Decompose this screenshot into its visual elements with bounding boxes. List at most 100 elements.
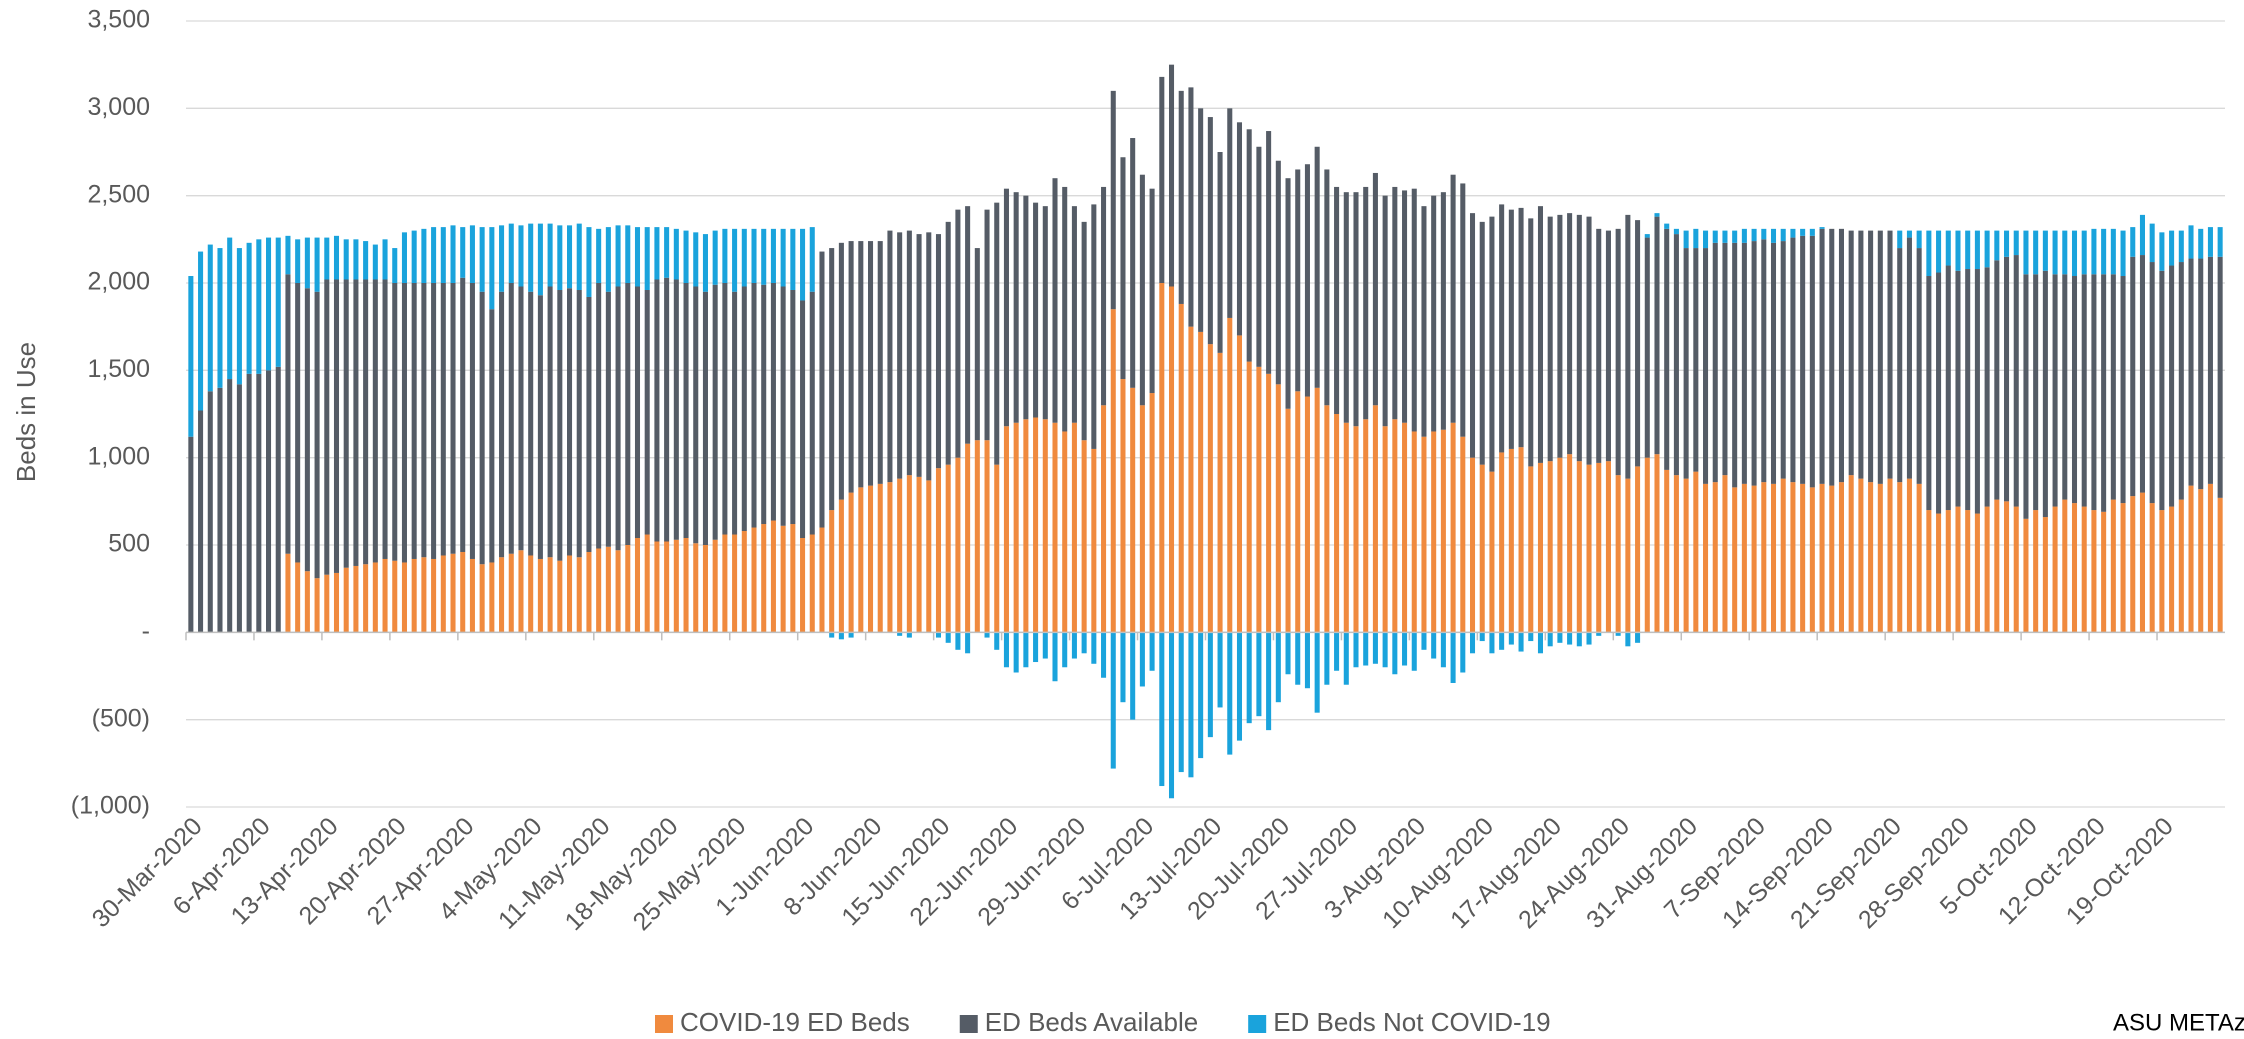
bar-segment (2178, 262, 2184, 500)
bar-segment (1334, 414, 1340, 633)
bar-segment (518, 550, 524, 633)
bar-segment (576, 289, 582, 558)
bar-segment (372, 279, 378, 563)
bar-segment (926, 480, 932, 633)
bar-segment (2149, 223, 2155, 263)
bar-segment (2013, 506, 2019, 633)
bar-segment (887, 230, 893, 483)
y-tick-label: 2,000 (87, 268, 150, 296)
bar-segment (450, 553, 456, 633)
bar-segment (858, 241, 864, 488)
bar-segment (1091, 448, 1097, 633)
bar-segment (1460, 436, 1466, 633)
bar-segment (732, 291, 738, 535)
bar-segment (2033, 274, 2039, 511)
bar-segment (800, 300, 806, 539)
bar-segment (625, 225, 631, 283)
bar-segment (654, 541, 660, 633)
bar-segment (1926, 276, 1932, 511)
bar-segment (1469, 632, 1476, 654)
bar-segment (1372, 172, 1378, 406)
bar-segment (528, 291, 534, 556)
bar-segment (343, 567, 349, 633)
bar-segment (829, 248, 835, 511)
bar-segment (1596, 632, 1602, 636)
bar-segment (1994, 260, 2000, 500)
bar-segment (712, 230, 718, 285)
bar-segment (955, 632, 961, 650)
bar-segment (246, 242, 252, 374)
bar-segment (372, 562, 378, 633)
bar-segment (2217, 497, 2223, 633)
bar-segment (2159, 270, 2165, 511)
bar-segment (1508, 448, 1514, 633)
bar-segment (994, 464, 1000, 633)
bar-segment (2110, 228, 2116, 275)
bar-segment (1285, 408, 1291, 633)
bar-segment (625, 283, 631, 545)
bar-segment (1537, 206, 1544, 463)
bar-segment (1693, 248, 1699, 472)
bar-segment (1712, 230, 1718, 243)
bar-segment (1906, 230, 1912, 238)
bar-segment (1693, 471, 1699, 633)
bar-segment (2081, 230, 2087, 275)
bar-segment (2139, 492, 2145, 633)
bar-segment (1207, 632, 1213, 738)
bar-segment (693, 232, 699, 287)
bar-segment (2217, 256, 2223, 498)
bar-segment (1372, 405, 1378, 633)
bar-segment (1644, 234, 1650, 238)
bar-segment (897, 232, 903, 479)
bar-segment (1033, 202, 1039, 418)
bar-segment (460, 277, 466, 552)
bar-segment (333, 235, 340, 280)
bar-segment (333, 279, 340, 573)
bar-segment (1178, 632, 1184, 773)
bar-segment (829, 510, 835, 633)
bar-segment (1557, 214, 1563, 458)
bar-segment (1440, 429, 1446, 633)
bar-segment (1819, 228, 1825, 484)
bar-segment (2033, 510, 2039, 633)
bar-segment (1770, 483, 1777, 633)
bar-segment (722, 534, 728, 633)
bar-segment (586, 227, 592, 297)
bar-segment (2207, 483, 2213, 633)
bar-segment (2130, 256, 2136, 497)
bar-segment (761, 228, 767, 285)
bar-segment (1363, 419, 1369, 633)
y-tick-label: 3,500 (87, 6, 150, 34)
bar-segment (499, 225, 505, 292)
bar-segment (1965, 269, 1971, 511)
bar-segment (1673, 475, 1679, 633)
bar-segment (897, 632, 903, 636)
bar-segment (1033, 417, 1039, 633)
bar-segment (382, 558, 388, 633)
grid (186, 20, 2225, 808)
legend-label: ED Beds Not COVID-19 (1273, 1007, 1550, 1037)
bar-segment (994, 202, 1000, 465)
bar-segment (1664, 223, 1670, 229)
bar-segment (304, 571, 310, 633)
bar-segment (1110, 632, 1116, 769)
bar-segment (285, 235, 291, 275)
bar-segment (1605, 230, 1611, 462)
bar-segment (363, 279, 369, 565)
bar-segment (2091, 228, 2097, 275)
bar-segment (1275, 160, 1281, 385)
bar-segment (1188, 326, 1194, 633)
bar-segment (1479, 632, 1485, 642)
bar-segment (1052, 422, 1058, 633)
bar-segment (567, 555, 573, 633)
bar-segment (1625, 478, 1631, 633)
bar-segment (1906, 237, 1912, 479)
bar-segment (1848, 230, 1854, 476)
bar-segment (2149, 503, 2155, 633)
bar-segment (780, 286, 786, 526)
bar-segment (1081, 221, 1087, 441)
bar-segment (295, 239, 301, 283)
bar-segment (285, 274, 291, 554)
bar-segment (1101, 632, 1107, 678)
bar-segment (1479, 221, 1485, 465)
